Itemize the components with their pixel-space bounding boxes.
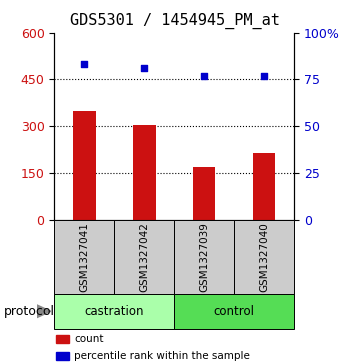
- Text: GSM1327039: GSM1327039: [199, 222, 209, 292]
- Bar: [133, 125, 155, 220]
- Bar: [253, 152, 275, 220]
- Bar: [193, 167, 216, 220]
- Text: control: control: [214, 305, 254, 318]
- Text: protocol: protocol: [4, 305, 55, 318]
- Point: [261, 73, 267, 78]
- Point: [201, 73, 207, 78]
- Text: count: count: [74, 334, 104, 344]
- Text: castration: castration: [84, 305, 144, 318]
- Text: GSM1327040: GSM1327040: [259, 222, 269, 292]
- Bar: [73, 111, 96, 220]
- Text: GDS5301 / 1454945_PM_at: GDS5301 / 1454945_PM_at: [70, 13, 280, 29]
- Text: GSM1327042: GSM1327042: [139, 222, 149, 292]
- Text: GSM1327041: GSM1327041: [79, 222, 89, 292]
- Point: [82, 62, 87, 68]
- Polygon shape: [37, 305, 51, 318]
- Text: percentile rank within the sample: percentile rank within the sample: [74, 351, 250, 362]
- Point: [141, 65, 147, 71]
